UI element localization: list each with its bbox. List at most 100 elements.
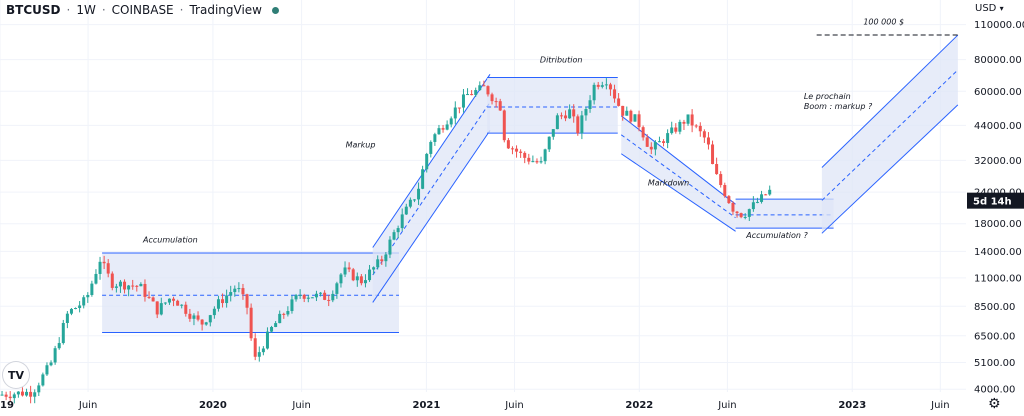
candle-body	[82, 297, 86, 306]
time-tick-label: 2020	[199, 400, 227, 411]
channel-bottom-line	[372, 130, 491, 303]
candle-body	[302, 294, 306, 299]
currency-selector[interactable]: USD ▾	[975, 3, 1004, 14]
candle-body	[4, 394, 8, 397]
candle-body	[543, 149, 547, 162]
candle-body	[429, 141, 433, 154]
annotations: Accumulation Markup Ditribution Markdown Acc…	[142, 18, 904, 245]
candle-body	[163, 302, 167, 304]
candle-body	[694, 125, 698, 127]
candle-body	[41, 374, 45, 386]
channel-zone	[621, 115, 736, 232]
candle-body	[417, 188, 421, 200]
candle-body	[229, 292, 233, 296]
candle-body	[482, 85, 486, 87]
candle-body	[559, 115, 563, 117]
candle-body	[580, 115, 584, 134]
symbol-name[interactable]: BTCUSD	[6, 3, 61, 17]
candle-body	[135, 285, 139, 287]
candle-body	[404, 206, 408, 215]
candle-body	[437, 128, 441, 135]
candle-body	[682, 121, 686, 124]
price-tick-label: 14000.00	[974, 247, 1022, 258]
candle-body	[192, 315, 196, 319]
candle-body	[739, 213, 743, 218]
candle-body	[674, 127, 678, 132]
candle-body	[649, 146, 653, 150]
candle-body	[245, 294, 249, 308]
candle-body	[490, 94, 494, 102]
candle-body	[249, 307, 253, 339]
candle-body	[453, 107, 457, 119]
candle-body	[49, 362, 53, 366]
candle-body	[347, 267, 351, 270]
candle-body	[29, 391, 33, 397]
time-axis: 2019 Juin 2020 Juin 2021 Juin 2022 Juin 2023 Juin	[0, 400, 950, 411]
candle-body	[637, 114, 641, 128]
time-tick-label: Juin	[78, 400, 97, 411]
candle-body	[670, 127, 674, 134]
candle-body	[576, 116, 580, 134]
time-tick-label: 2021	[412, 400, 440, 411]
price-tick-label: 11000.00	[974, 273, 1022, 284]
candle-body	[274, 323, 278, 327]
candle-body	[188, 313, 192, 319]
tradingview-logo-icon[interactable]: TV	[3, 362, 29, 388]
candle-body	[445, 124, 449, 130]
candle-body	[53, 348, 57, 363]
candle-body	[314, 293, 318, 298]
candle-body	[265, 331, 269, 349]
candle-body	[629, 110, 633, 122]
candle-body	[747, 209, 751, 217]
candle-body	[653, 142, 657, 150]
candle-body	[506, 140, 510, 149]
time-tick-label: Juin	[930, 400, 949, 411]
candle-body	[592, 84, 596, 101]
candle-body	[151, 297, 155, 302]
candle-body	[319, 292, 323, 294]
candle-body	[698, 125, 702, 132]
candles	[0, 78, 772, 404]
price-tick-label: 110000.00	[974, 20, 1024, 31]
candle-body	[216, 299, 220, 309]
candle-body	[494, 101, 498, 103]
candle-body	[641, 127, 645, 138]
candle-body	[343, 267, 347, 275]
candle-body	[127, 285, 131, 290]
candle-body	[278, 313, 282, 324]
candle-body	[372, 267, 376, 270]
gear-icon[interactable]: ⚙	[988, 396, 1001, 412]
price-tick-label: 18000.00	[974, 219, 1022, 230]
candle-body	[412, 199, 416, 201]
candle-body	[621, 105, 625, 116]
candle-body	[57, 343, 61, 349]
candle-body	[94, 273, 98, 284]
candle-body	[768, 189, 772, 195]
candle-body	[421, 169, 425, 189]
candle-body	[69, 308, 73, 314]
price-tick-label: 44000.00	[974, 121, 1022, 132]
candle-body	[61, 323, 65, 344]
candle-body	[510, 148, 514, 150]
price-tick-label: 80000.00	[974, 55, 1022, 66]
chevron-down-icon: ▾	[999, 4, 1004, 13]
candle-body	[523, 152, 527, 158]
candle-body	[237, 288, 241, 290]
candle-body	[286, 311, 290, 315]
candle-body	[65, 313, 69, 324]
interval-label[interactable]: 1W	[76, 3, 96, 17]
candle-body	[376, 259, 380, 268]
source-label: TradingView	[189, 3, 262, 17]
candle-body	[572, 109, 576, 117]
candle-body	[270, 326, 274, 332]
candle-body	[12, 394, 16, 399]
candle-body	[755, 201, 759, 203]
channel-zone	[821, 35, 958, 234]
candle-body	[535, 161, 539, 163]
candle-body	[176, 300, 180, 306]
candle-body	[8, 396, 12, 399]
candle-body	[380, 259, 384, 262]
candle-body	[502, 110, 506, 141]
candle-body	[98, 261, 102, 274]
